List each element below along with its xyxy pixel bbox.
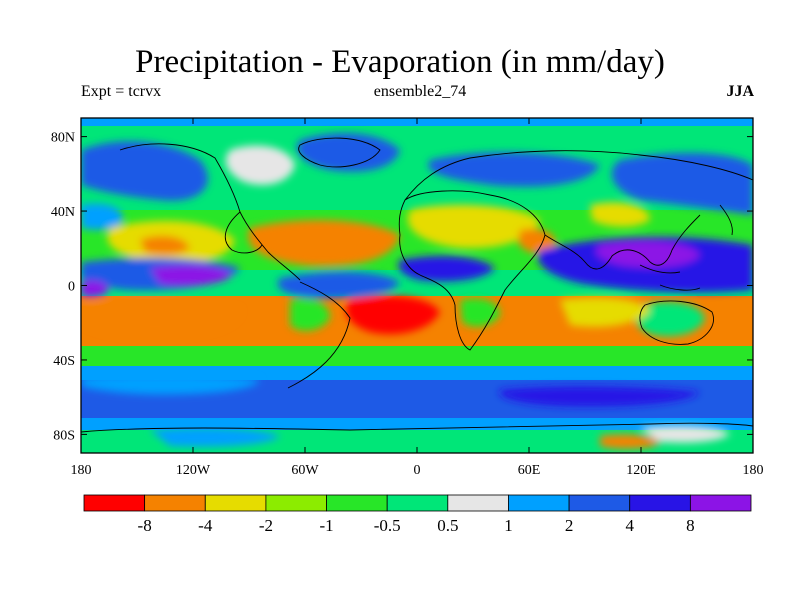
colorbar-swatch [508,494,570,512]
coast-gulf-mexico [224,211,263,254]
colorbar-label: -8 [138,516,152,535]
blob-eurasia [428,152,600,187]
lon-label: 180 [743,463,764,478]
colorbar-swatch [83,494,146,512]
colorbar-swatch [144,494,206,512]
colorbar-label: 8 [686,516,695,535]
blob-indian-ocean-yellow [560,297,650,327]
blob-north-atlantic-orange [248,219,400,267]
lon-label: 120E [626,463,656,478]
blob-west-africa [398,255,495,282]
colorbar-swatch [204,494,267,512]
colorbar-swatch [447,494,509,512]
colorbar-swatch [629,494,691,512]
lat-label: 40N [51,205,75,220]
blob-so-lightblue [81,374,260,395]
blob-so-deepblue [499,386,700,407]
lon-axis: 180 120W 60W 0 60E 120E 180 [71,118,764,478]
coast-japan [719,204,733,236]
lon-label: 0 [414,463,421,478]
colorbar: -8 -4 -2 -1 -0.5 0.5 1 2 4 8 [83,494,752,535]
blob-south-atlantic-red [346,296,440,335]
blob-pacific-lightblue [81,203,123,230]
colorbar-swatch [568,494,631,512]
lon-label: 60W [291,463,319,478]
coast-south-asia [544,214,701,270]
colorbar-label: 4 [625,516,634,535]
blob-antarctic-grey [640,426,730,443]
blob-north-pacific [81,141,208,201]
coast-africa [398,190,546,351]
season-label: JJA [726,83,754,100]
coast-antarctica [81,422,753,433]
chart-title: Precipitation - Evaporation (in mm/day) [135,44,665,80]
lon-label: 120W [176,463,211,478]
blob-south-america-green [290,298,330,331]
lat-label: 80S [53,428,75,443]
blob-dateline-purple [81,280,109,298]
colorbar-swatch [326,494,388,512]
blob-australia-green [634,301,705,337]
colorbar-label: -4 [198,516,213,535]
colorbar-swatch [265,494,327,512]
coast-australia [639,300,714,345]
lat-label: 80N [51,131,75,146]
blob-central-asia-yellow [590,202,650,227]
coast-indonesia [639,264,701,291]
band-antarctic-edge [81,418,753,430]
blob-monsoon-purple [596,241,700,268]
blob-canada-grey [225,145,295,185]
colorbar-label: 2 [565,516,574,535]
colorbar-swatch [689,494,752,512]
band-transition-south [81,346,753,366]
lat-axis: 80N 40N 0 40S 80S [51,131,753,443]
blob-south-pacific-orange [81,300,240,337]
coastlines [81,137,753,433]
coast-eurasia-north [404,150,753,201]
lat-label: 40S [53,354,75,369]
lon-label: 180 [71,463,92,478]
colorbar-label: 0.5 [437,516,458,535]
coast-south-america [287,281,351,389]
coast-north-america [119,143,301,281]
colorbar-label: -2 [259,516,273,535]
blob-antarctic-orange [600,434,660,449]
band-southern-ocean-light [81,366,753,380]
colorbar-label: -1 [319,516,333,535]
colorbar-swatch [386,494,449,512]
blob-antarctic-lightblue [150,427,280,447]
blob-arabia-orange [518,228,556,254]
lon-label: 60E [518,463,541,478]
coast-greenland [298,137,381,168]
experiment-label: Expt = tcrvx [81,83,162,100]
colorbar-label: -0.5 [374,516,401,535]
blob-greenland [296,133,400,172]
blob-itcz-purple [150,265,232,286]
lat-label: 0 [68,280,75,295]
blob-sahara-yellow [407,204,540,249]
precip-field [81,118,753,453]
blob-ne-pacific-orange [140,235,190,255]
ensemble-label: ensemble2_74 [373,83,467,100]
blob-itcz-atlantic [277,271,400,299]
colorbar-label: 1 [504,516,513,535]
